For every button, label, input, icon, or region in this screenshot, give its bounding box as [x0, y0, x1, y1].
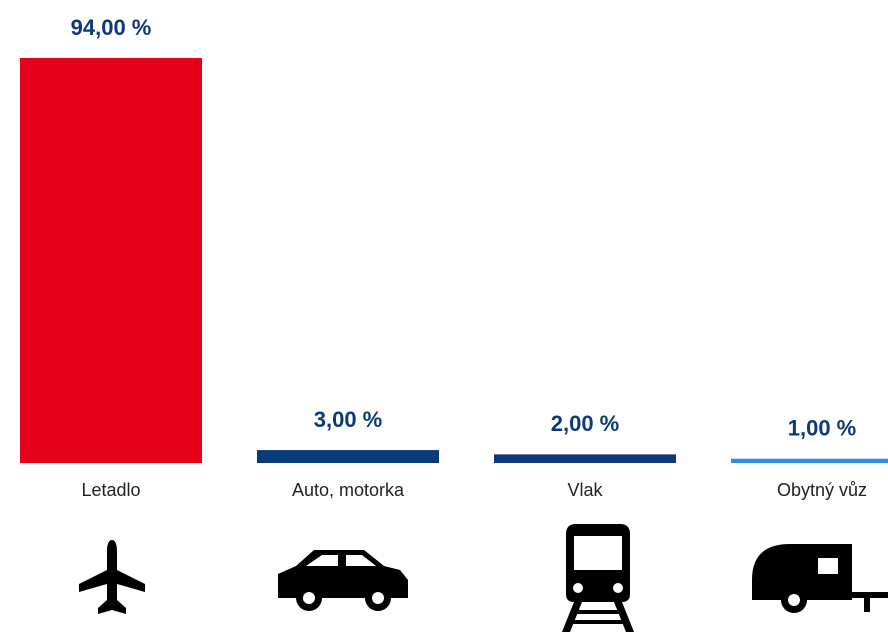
bar — [731, 458, 888, 463]
car-wheel — [303, 592, 315, 604]
bar — [20, 58, 202, 463]
bar — [257, 450, 439, 463]
train-light — [573, 583, 583, 593]
caravan-stand — [864, 592, 870, 612]
value-label: 1,00 % — [788, 416, 857, 441]
category-label: Auto, motorka — [292, 480, 405, 500]
train-light — [613, 583, 623, 593]
caravan-wheel — [788, 594, 800, 606]
category-label: Letadlo — [81, 480, 140, 500]
train-track — [562, 602, 634, 632]
track-tie — [568, 620, 628, 624]
bar — [494, 454, 676, 463]
train-icon — [566, 524, 630, 602]
track-tie — [572, 610, 624, 614]
value-label: 3,00 % — [314, 407, 383, 432]
category-label: Vlak — [567, 480, 603, 500]
plane-icon — [79, 540, 145, 614]
icons — [79, 524, 888, 632]
category-label: Obytný vůz — [777, 480, 867, 500]
value-label: 2,00 % — [551, 411, 620, 436]
car-wheel — [372, 592, 384, 604]
value-label: 94,00 % — [71, 15, 152, 40]
caravan-icon — [752, 544, 852, 600]
